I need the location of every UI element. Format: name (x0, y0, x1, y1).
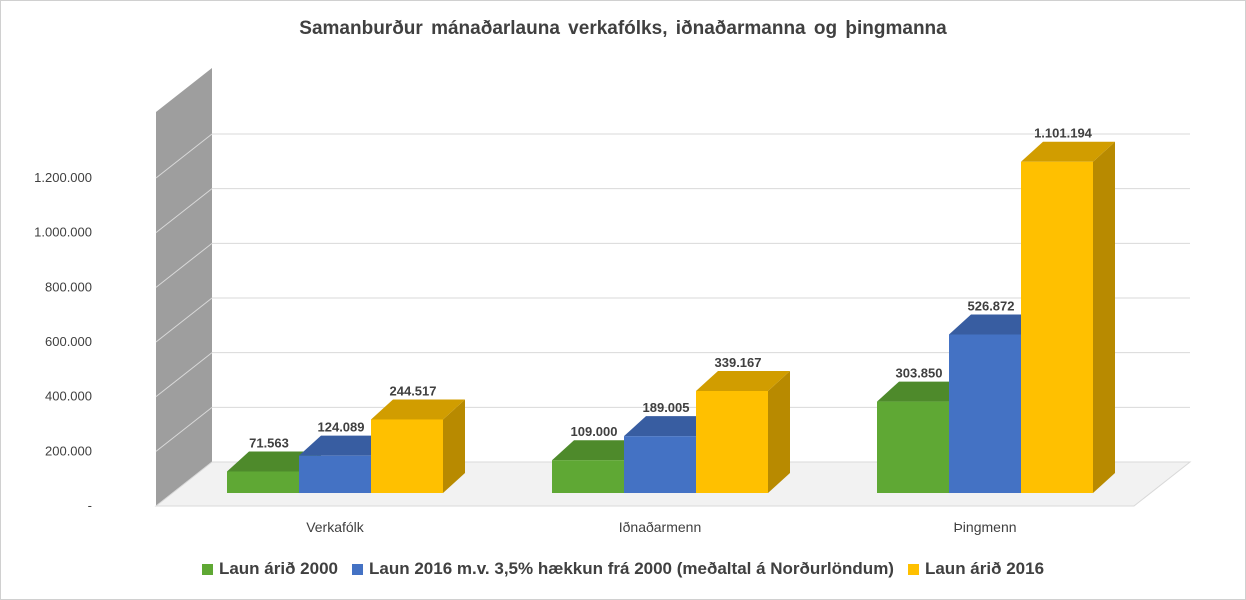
data-label: 109.000 (571, 424, 618, 439)
bar-side (768, 370, 790, 493)
bar-top (227, 451, 321, 472)
legend-item-2000: Laun árið 2000 (201, 559, 339, 579)
data-label: 124.089 (318, 420, 365, 435)
bar-top (624, 416, 718, 437)
y-tick-label: - (88, 498, 92, 513)
bar (299, 455, 371, 493)
bar-top (949, 314, 1043, 335)
data-label: 189.005 (643, 400, 690, 415)
data-label: 1.101.194 (1034, 126, 1093, 141)
bar-top (371, 399, 465, 420)
bar-top (552, 440, 646, 461)
legend-label: Laun árið 2016 (924, 559, 1045, 578)
legend-swatch (907, 563, 919, 575)
gridline-side (155, 406, 213, 452)
legend-swatch (352, 563, 364, 575)
y-tick-label: 800.000 (45, 279, 92, 294)
side-wall (156, 68, 212, 506)
data-label: 71.563 (249, 435, 289, 450)
bar-top (877, 381, 971, 402)
x-tick-label: Verkafólk (306, 519, 365, 535)
chart-title: Samanburður mánaðarlauna verkafólks, iðn… (299, 18, 947, 39)
bar (624, 436, 696, 493)
gridline-side (155, 188, 213, 234)
chart-legend: Laun árið 2000 Laun 2016 m.v. 3,5% hækku… (0, 559, 1246, 579)
gridline-side (155, 297, 213, 343)
bar-side (443, 399, 465, 493)
x-tick-label: Þingmenn (953, 519, 1016, 535)
bar-side (1093, 141, 1115, 494)
legend-item-2016: Laun árið 2016 (907, 559, 1045, 579)
bar (552, 460, 624, 493)
y-tick-label: 1.200.000 (34, 170, 92, 185)
bar (371, 419, 443, 493)
bar (949, 334, 1021, 493)
y-tick-label: 1.000.000 (34, 225, 92, 240)
bar-top (299, 435, 393, 456)
legend-label: Laun árið 2000 (218, 559, 339, 578)
bar-top (696, 370, 790, 391)
gridline-side (155, 242, 213, 288)
bar (1021, 161, 1093, 494)
bar (696, 390, 768, 493)
y-tick-label: 400.000 (45, 389, 92, 404)
legend-swatch (201, 563, 213, 575)
data-label: 244.517 (390, 383, 437, 398)
legend-item-2016-projected: Laun 2016 m.v. 3,5% hækkun frá 2000 (með… (352, 559, 894, 579)
gridline-side (155, 133, 213, 179)
gridline-side (155, 352, 213, 398)
data-label: 526.872 (968, 298, 1015, 313)
bar-top (1021, 141, 1115, 162)
y-tick-label: 600.000 (45, 334, 92, 349)
legend-label: Laun 2016 m.v. 3,5% hækkun frá 2000 (með… (369, 559, 894, 578)
bar (877, 401, 949, 493)
bar (227, 471, 299, 493)
x-tick-label: Iðnaðarmenn (619, 519, 702, 535)
data-label: 303.850 (896, 366, 943, 381)
y-tick-label: 200.000 (45, 443, 92, 458)
data-label: 339.167 (715, 355, 762, 370)
